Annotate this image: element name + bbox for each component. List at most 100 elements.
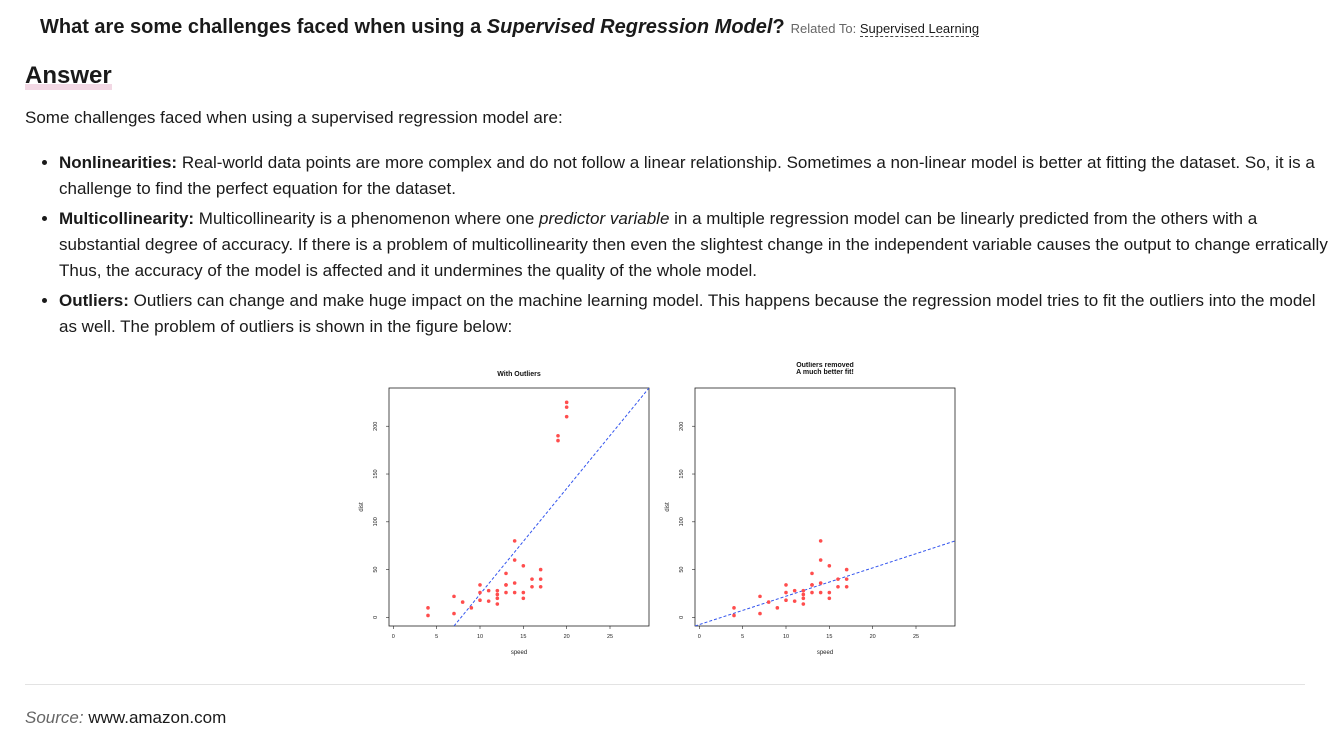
data-point xyxy=(732,606,736,610)
plot-frame xyxy=(388,387,650,627)
data-point xyxy=(758,594,762,599)
data-point xyxy=(784,590,788,595)
y-axis-label: dist xyxy=(359,502,365,512)
data-point xyxy=(426,606,430,610)
data-point xyxy=(801,602,806,606)
data-point xyxy=(758,611,762,616)
data-point xyxy=(564,400,569,405)
challenge-text: Real-world data points are more complex … xyxy=(59,153,1315,198)
related-label: Related To: xyxy=(790,21,857,36)
data-point xyxy=(504,583,508,587)
data-point xyxy=(512,558,517,562)
data-point xyxy=(818,558,823,562)
y-tick-label: 150 xyxy=(679,469,685,478)
data-point xyxy=(556,438,560,443)
challenge-term: Outliers: xyxy=(59,291,129,310)
challenge-text: Multicollinearity is a phenomenon where … xyxy=(194,209,539,228)
outliers-figure: With Outliers 0 5 10 15 20 25 0 50 100 150 200 speed… xyxy=(356,362,966,662)
data-point xyxy=(801,596,806,601)
data-point xyxy=(827,596,832,601)
x-tick-label: 15 xyxy=(520,634,526,640)
chart-title: A much better fit! xyxy=(796,369,854,376)
data-point xyxy=(512,581,517,585)
question-title: What are some challenges faced when usin… xyxy=(40,16,980,39)
challenge-emphasis: predictor variable xyxy=(539,209,670,228)
x-axis-label: speed xyxy=(817,650,833,656)
data-point xyxy=(452,594,456,599)
data-point xyxy=(844,585,849,589)
data-point xyxy=(775,606,780,610)
x-tick-label: 10 xyxy=(477,634,483,640)
data-point xyxy=(818,581,823,585)
challenges-list: Nonlinearities: Real-world data points a… xyxy=(25,150,1328,344)
regression-line xyxy=(453,388,649,626)
data-point xyxy=(521,563,526,568)
y-tick-label: 50 xyxy=(679,567,685,573)
data-point xyxy=(538,585,543,589)
data-point xyxy=(564,405,569,409)
data-point xyxy=(530,585,534,589)
source-value: www.amazon.com xyxy=(88,708,227,727)
data-point xyxy=(801,588,806,593)
challenge-term: Nonlinearities: xyxy=(59,153,178,172)
y-tick-label: 200 xyxy=(679,422,685,431)
data-point xyxy=(469,606,474,610)
x-tick-label: 25 xyxy=(913,634,919,640)
challenge-text: Outliers can change and make huge impact… xyxy=(59,291,1316,336)
challenge-item-multicollinearity: Multicollinearity: Multicollinearity is … xyxy=(59,206,1328,284)
source-label: Source: xyxy=(25,708,84,727)
question-suffix: ? xyxy=(772,16,785,38)
data-point xyxy=(784,598,788,602)
x-axis-label: speed xyxy=(511,650,527,656)
data-point xyxy=(792,599,797,603)
question-prefix: What are some challenges faced when usin… xyxy=(40,16,487,38)
x-tick-label: 0 xyxy=(392,634,395,640)
data-point xyxy=(495,592,500,597)
data-point xyxy=(836,577,840,581)
question-emphasis: Supervised Regression Model xyxy=(486,16,773,38)
data-point xyxy=(495,588,500,593)
data-point xyxy=(538,577,543,581)
data-point xyxy=(426,613,430,618)
challenge-text: in a multiple regression model can be li… xyxy=(59,209,1328,280)
data-point xyxy=(844,567,849,572)
challenge-term: Multicollinearity: xyxy=(59,209,195,228)
chart-panel-1: With Outliers 0 5 10 15 20 25 0 50 100 150 200 speed… xyxy=(359,371,650,656)
data-point xyxy=(495,602,500,606)
y-tick-label: 50 xyxy=(373,567,379,573)
source-line: Source: www.amazon.com xyxy=(25,708,226,728)
x-tick-label: 25 xyxy=(607,634,613,640)
x-tick-label: 0 xyxy=(698,634,701,640)
data-point xyxy=(486,599,491,603)
data-point xyxy=(766,600,771,604)
divider xyxy=(25,684,1305,685)
data-point xyxy=(836,585,840,589)
data-point xyxy=(452,611,456,616)
data-point xyxy=(512,539,517,543)
data-point xyxy=(556,433,560,438)
data-point xyxy=(564,414,569,419)
data-point xyxy=(732,613,736,618)
data-point xyxy=(801,592,806,597)
data-point xyxy=(810,583,814,587)
data-point xyxy=(810,571,814,576)
x-tick-label: 20 xyxy=(870,634,876,640)
data-point xyxy=(827,563,832,568)
data-point xyxy=(784,583,788,587)
data-point xyxy=(460,600,465,604)
y-tick-label: 100 xyxy=(679,517,685,526)
data-point xyxy=(818,590,823,595)
x-tick-label: 5 xyxy=(435,634,438,640)
data-point xyxy=(504,571,508,576)
regression-line xyxy=(695,540,955,626)
related-to: Related To: Supervised Learning xyxy=(790,21,980,37)
data-point xyxy=(792,588,797,593)
answer-intro: Some challenges faced when using a super… xyxy=(25,108,563,127)
data-point xyxy=(530,577,534,581)
data-point xyxy=(827,590,832,595)
x-tick-label: 15 xyxy=(826,634,832,640)
data-point xyxy=(478,583,482,587)
data-point xyxy=(818,539,823,543)
related-topic-link[interactable]: Supervised Learning xyxy=(859,21,980,37)
